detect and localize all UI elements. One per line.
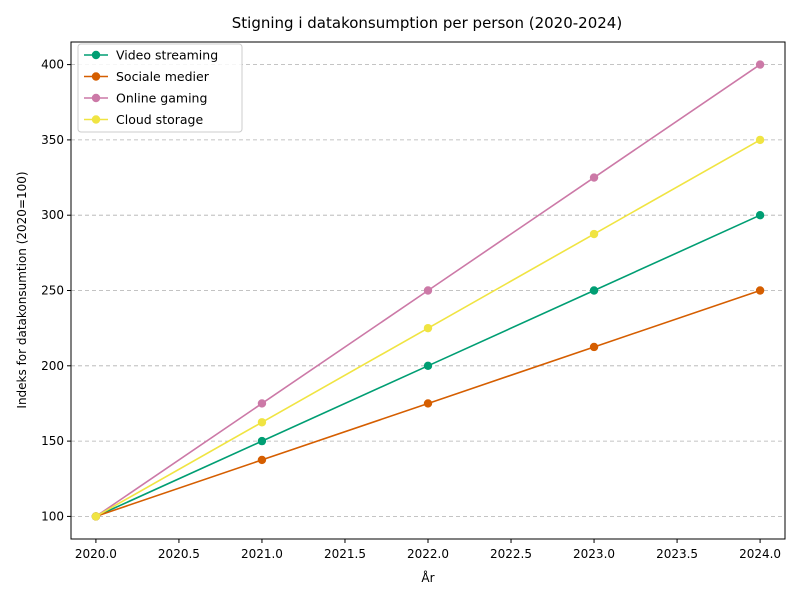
x-tick-label: 2020.5 — [158, 547, 200, 561]
data-point-cloud-storage — [257, 418, 267, 427]
y-tick-label: 150 — [41, 434, 64, 448]
series-cloud-storage — [91, 135, 765, 521]
data-point-sociale-medier — [755, 286, 765, 295]
data-point-cloud-storage — [755, 135, 765, 145]
data-point-online-gaming — [257, 399, 267, 408]
legend-item-sociale-medier: Sociale medier — [84, 69, 210, 84]
x-tick-label: 2020.0 — [75, 547, 117, 561]
data-point-sociale-medier — [589, 342, 599, 352]
x-tick-label: 2022.0 — [407, 547, 449, 561]
x-axis-label: År — [421, 570, 434, 585]
series-video-streaming — [91, 210, 765, 521]
y-axis-label: Indeks for datakonsumtion (2020=100) — [15, 171, 29, 408]
data-point-video-streaming — [257, 436, 267, 446]
y-tick-label: 400 — [41, 58, 64, 72]
data-point-cloud-storage — [91, 512, 101, 521]
y-tick-label: 250 — [41, 284, 64, 298]
x-tick-label: 2022.5 — [490, 547, 532, 561]
data-point-online-gaming — [755, 60, 765, 69]
series-layer — [91, 60, 765, 521]
x-tick-label: 2021.5 — [324, 547, 366, 561]
data-point-video-streaming — [589, 286, 599, 295]
legend-swatch-marker — [91, 50, 101, 60]
data-point-online-gaming — [423, 286, 433, 295]
legend-item-video-streaming: Video streaming — [84, 48, 218, 63]
data-point-sociale-medier — [257, 455, 267, 465]
legend-swatch-marker — [91, 93, 101, 103]
series-online-gaming — [91, 60, 765, 521]
legend-label: Sociale medier — [116, 69, 210, 84]
data-point-online-gaming — [589, 173, 599, 182]
data-point-cloud-storage — [589, 229, 599, 239]
y-tick-label: 200 — [41, 359, 64, 373]
series-sociale-medier — [91, 286, 765, 521]
legend-label: Cloud storage — [116, 112, 203, 127]
data-point-sociale-medier — [423, 399, 433, 408]
x-tick-label: 2023.5 — [656, 547, 698, 561]
legend-item-online-gaming: Online gaming — [84, 91, 207, 106]
x-tick-label: 2023.0 — [573, 547, 615, 561]
x-tick-label: 2021.0 — [241, 547, 283, 561]
data-point-video-streaming — [755, 210, 765, 220]
legend-label: Video streaming — [116, 48, 218, 63]
legend-label: Online gaming — [116, 91, 207, 106]
legend-box — [77, 43, 243, 133]
legend-swatch-marker — [91, 72, 101, 81]
x-tick-label: 2024.0 — [739, 547, 781, 561]
data-point-cloud-storage — [423, 323, 433, 333]
y-tick-label: 300 — [41, 208, 64, 222]
y-tick-label: 100 — [41, 509, 64, 523]
x-axis: 2020.0 2020.5 2021.0 2021.5 2022.0 2022.5 2023… — [75, 539, 781, 561]
y-axis: 100 150 200 250 300 350 400 — [41, 58, 71, 523]
chart-title: Stigning i datakonsumption per person (2… — [232, 14, 622, 32]
legend: Video streaming Sociale medier Online gami… — [77, 43, 243, 133]
y-tick-label: 350 — [41, 133, 64, 147]
legend-item-cloud-storage: Cloud storage — [84, 112, 203, 127]
data-point-video-streaming — [423, 361, 433, 371]
legend-swatch-marker — [91, 115, 101, 124]
